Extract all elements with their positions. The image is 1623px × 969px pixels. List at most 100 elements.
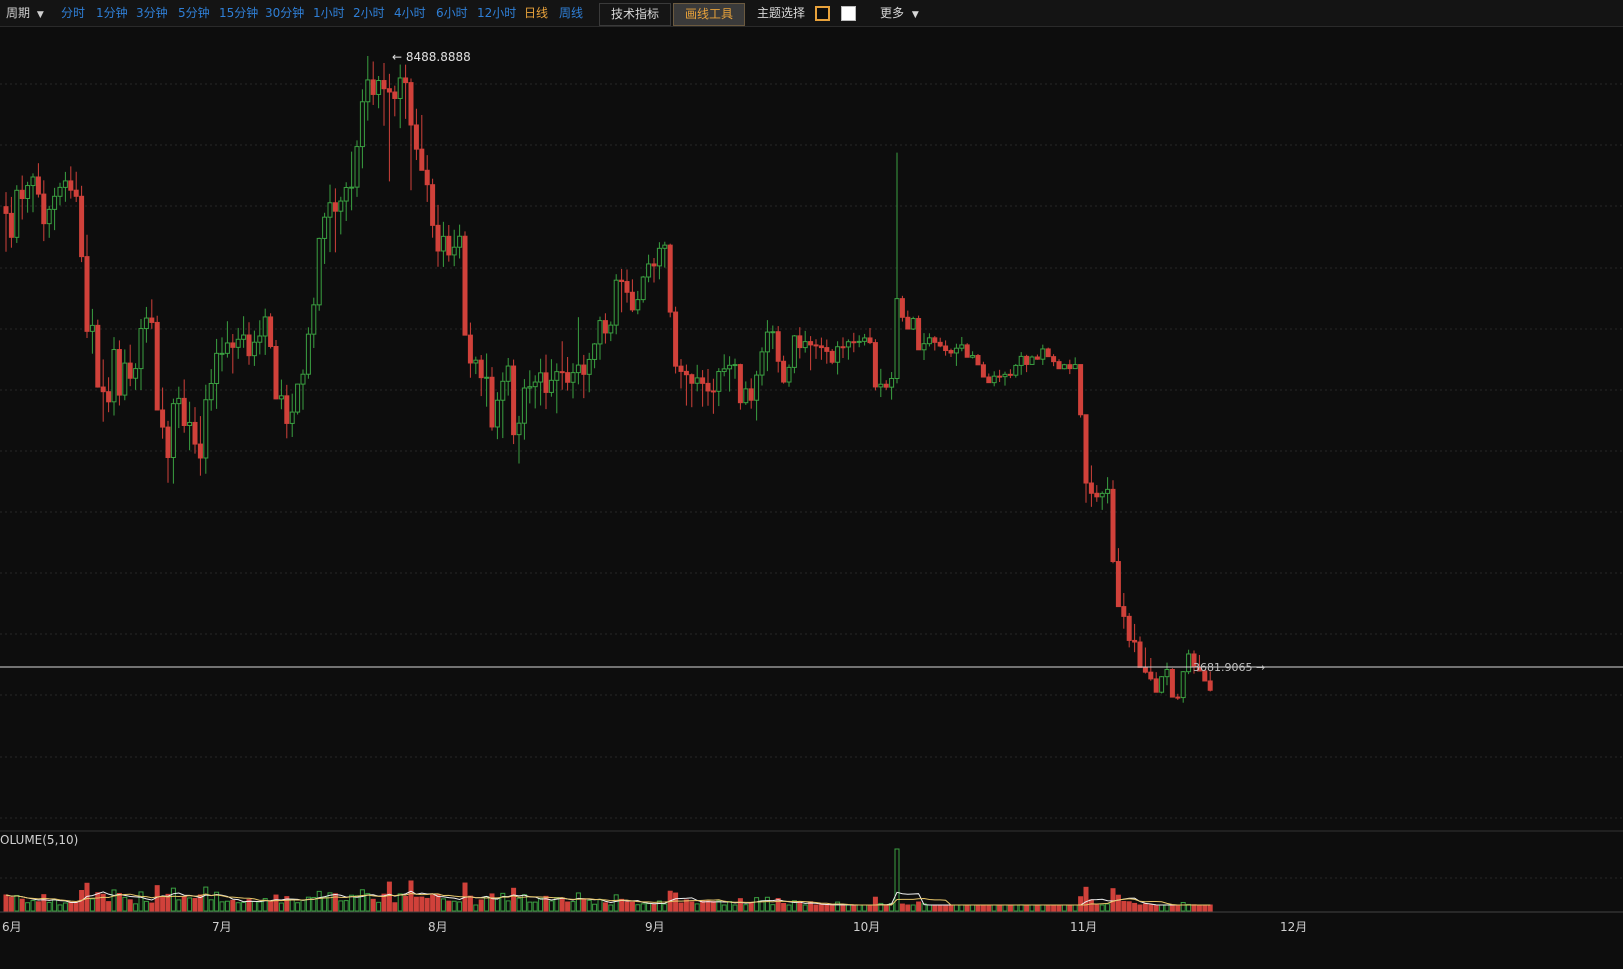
volume-bar [111, 889, 117, 912]
volume-bar [273, 894, 279, 912]
candle [100, 359, 106, 422]
candle [721, 354, 727, 377]
candlestick-chart[interactable]: ← 8488.8888 3681.9065 → OLUME(5,10) 6月 7… [0, 28, 1623, 969]
volume-bar [35, 901, 41, 912]
candle [257, 320, 263, 355]
candle [1013, 363, 1019, 378]
candle [235, 327, 241, 359]
more-label: 更多 [880, 6, 905, 20]
candle [554, 363, 560, 414]
volume-bar [527, 901, 533, 912]
volume-bar [613, 894, 619, 912]
candle [1040, 344, 1046, 365]
candle [62, 171, 68, 202]
candle [268, 313, 274, 349]
period-6h[interactable]: 6小时 [436, 6, 468, 20]
candle [511, 359, 517, 445]
volume-bar [419, 896, 425, 912]
volume-bar [959, 904, 965, 912]
theme-dark-swatch[interactable] [815, 6, 830, 21]
candle [478, 355, 484, 397]
candle [197, 416, 203, 476]
volume-bar [435, 893, 441, 912]
candle [251, 330, 257, 366]
chevron-down-icon: ▼ [36, 10, 44, 20]
candle [878, 368, 884, 398]
candle [311, 297, 317, 348]
theme-label: 主题选择 [757, 6, 806, 20]
candle [1002, 371, 1008, 386]
period-2h[interactable]: 2小时 [353, 6, 385, 20]
period-3min[interactable]: 3分钟 [136, 6, 168, 20]
volume-bar [57, 904, 63, 912]
period-30min[interactable]: 30分钟 [265, 6, 305, 20]
candle [300, 369, 306, 410]
candle [170, 398, 176, 484]
volume-bar [948, 904, 954, 912]
candle [1094, 485, 1100, 502]
candle [856, 335, 862, 348]
candle [84, 234, 90, 338]
min-price-label: 3681.9065 → [1193, 661, 1265, 674]
candle [1169, 668, 1175, 698]
theme-light-swatch[interactable] [841, 6, 856, 21]
period-dropdown[interactable]: 周期 ▼ [6, 0, 44, 27]
draw-tool-button[interactable]: 画线工具 [673, 3, 745, 26]
period-daily[interactable]: 日线 [524, 6, 549, 20]
volume-bar [251, 901, 257, 912]
period-1h[interactable]: 1小时 [313, 6, 345, 20]
volume-bar [138, 891, 144, 912]
period-timeshare[interactable]: 分时 [61, 6, 86, 20]
volume-bar [764, 896, 770, 912]
more-dropdown[interactable]: 更多 ▼ [880, 0, 919, 27]
candle [440, 221, 446, 267]
volume-bar [689, 901, 695, 912]
technical-indicator-button[interactable]: 技术指标 [599, 3, 671, 26]
volume-bar [446, 900, 452, 912]
period-weekly[interactable]: 周线 [559, 6, 584, 20]
volume-bar [1083, 886, 1089, 912]
volume-bar [392, 902, 398, 912]
candle [435, 204, 441, 267]
volume-bar [770, 904, 776, 912]
candle [894, 152, 900, 384]
period-5min[interactable]: 5分钟 [178, 6, 210, 20]
volume-bar [1191, 904, 1197, 912]
volume-bar [413, 896, 419, 912]
volume-bar [305, 896, 311, 912]
volume-bar [73, 902, 79, 912]
candle [759, 347, 765, 386]
candle [527, 370, 533, 404]
candle [95, 319, 101, 388]
period-15min[interactable]: 15分钟 [219, 6, 259, 20]
volume-bar [786, 904, 792, 912]
candle [694, 364, 700, 392]
candle [683, 364, 689, 406]
candle [1110, 480, 1116, 564]
candle [921, 333, 927, 361]
candle [532, 375, 538, 409]
period-12h[interactable]: 12小时 [477, 6, 517, 20]
candle [1061, 363, 1067, 370]
volume-bar [602, 902, 608, 912]
volume-bar [257, 901, 263, 912]
period-4h[interactable]: 4小时 [394, 6, 426, 20]
volume-bar [511, 887, 517, 912]
period-1min[interactable]: 1分钟 [96, 6, 128, 20]
candle [710, 378, 716, 414]
candle [181, 379, 187, 433]
volume-bar [635, 904, 641, 912]
candle [764, 320, 770, 372]
candle [937, 337, 943, 348]
volume-bar [856, 904, 862, 912]
candle [1051, 354, 1057, 367]
volume-bar [116, 893, 122, 912]
volume-bar [311, 896, 317, 912]
volume-bar [219, 901, 225, 912]
volume-bar [916, 901, 922, 912]
volume-bar [403, 895, 409, 912]
volume-bar [592, 903, 598, 912]
candle [910, 316, 916, 331]
volume-bar [19, 898, 25, 912]
candle [1164, 662, 1170, 686]
